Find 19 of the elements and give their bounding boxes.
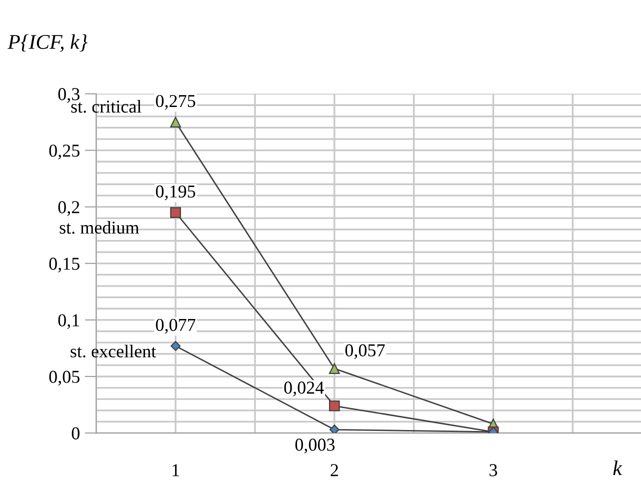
chart-title: P{ICF, k} <box>8 34 88 52</box>
y-tick-label: 0 <box>72 427 80 440</box>
y-tick-label: 0,1 <box>58 314 80 329</box>
data-label: 0,024 <box>284 382 324 396</box>
y-tick-label: 0,25 <box>49 144 80 160</box>
x-axis-title: k <box>613 460 622 475</box>
y-tick-label: 0,15 <box>49 258 80 272</box>
data-label: 0,057 <box>345 344 385 360</box>
data-label: 0,003 <box>295 438 335 454</box>
y-tick-label: 0,05 <box>49 370 80 386</box>
series-label: st. excellent <box>70 344 156 358</box>
data-label: 0,077 <box>156 318 196 334</box>
x-tick-label: 3 <box>490 464 498 476</box>
data-label: 0,275 <box>156 94 196 110</box>
data-label: 0,195 <box>156 185 196 200</box>
series-label: st. medium <box>60 221 140 234</box>
x-tick-label: 1 <box>172 464 180 476</box>
x-tick-label: 2 <box>330 464 338 476</box>
y-tick-label: 0,2 <box>58 201 80 216</box>
